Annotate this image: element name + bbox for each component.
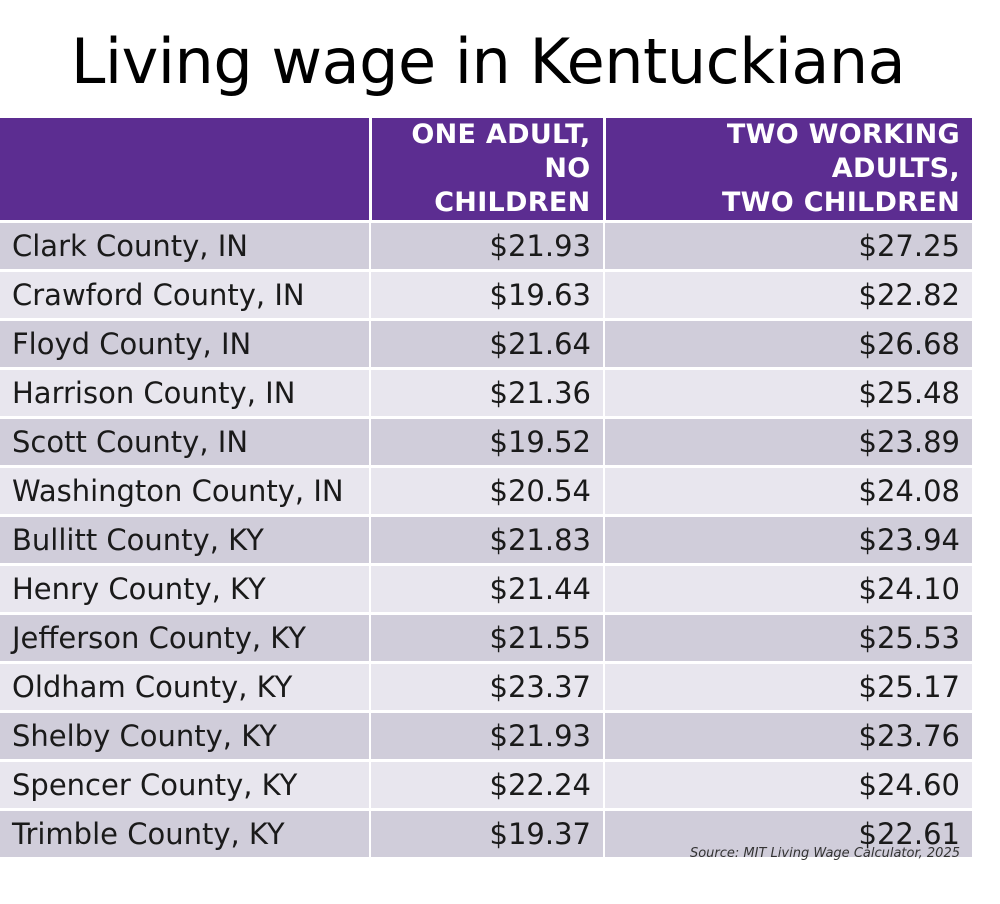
table-row: Washington County, IN $20.54 $24.08 [0,466,972,517]
table-row: Oldham County, KY $23.37 $25.17 [0,662,972,713]
one-adult-wage-cell: $23.37 [370,662,605,713]
two-adults-wage-cell: $24.10 [604,564,972,615]
table-row: Henry County, KY $21.44 $24.10 [0,564,972,615]
table-row: Harrison County, IN $21.36 $25.48 [0,368,972,419]
one-adult-wage-cell: $21.64 [370,319,605,370]
one-adult-wage-cell: $19.63 [370,270,605,321]
header-two-adults-line-1: TWO WORKING ADULTS, [726,119,960,184]
county-cell: Floyd County, IN [0,319,371,370]
table-row: Jefferson County, KY $21.55 $25.53 [0,613,972,664]
one-adult-wage-cell: $20.54 [370,466,605,517]
two-adults-wage-cell: $22.82 [604,270,972,321]
table-row: Bullitt County, KY $21.83 $23.94 [0,515,972,566]
header-two-adults: TWO WORKING ADULTS, TWO CHILDREN [604,118,972,223]
one-adult-wage-cell: $22.24 [370,760,605,811]
two-adults-wage-cell: $22.61 [604,809,972,860]
two-adults-wage-cell: $25.17 [604,662,972,713]
county-cell: Jefferson County, KY [0,613,371,664]
two-adults-wage-cell: $26.68 [604,319,972,370]
county-cell: Shelby County, KY [0,711,371,762]
table-row: Scott County, IN $19.52 $23.89 [0,417,972,468]
one-adult-wage-cell: $21.36 [370,368,605,419]
two-adults-wage-cell: $24.60 [604,760,972,811]
one-adult-wage-cell: $21.93 [370,221,605,272]
two-adults-wage-cell: $23.76 [604,711,972,762]
one-adult-wage-cell: $19.52 [370,417,605,468]
two-adults-wage-cell: $27.25 [604,221,972,272]
one-adult-wage-cell: $21.83 [370,515,605,566]
two-adults-wage-cell: $23.94 [604,515,972,566]
table-row: Crawford County, IN $19.63 $22.82 [0,270,972,321]
table-row: Spencer County, KY $22.24 $24.60 [0,760,972,811]
two-adults-wage-cell: $23.89 [604,417,972,468]
source-note: Source: MIT Living Wage Calculator, 2025 [689,846,960,861]
table-body: Clark County, IN $21.93 $27.25 Crawford Cou… [0,221,972,860]
one-adult-wage-cell: $21.44 [370,564,605,615]
county-cell: Trimble County, KY [0,809,371,860]
table-row: Trimble County, KY $19.37 $22.61 [0,809,972,860]
header-county [0,118,372,223]
page-title: Living wage in Kentuckiana [70,25,906,98]
living-wage-table: ONE ADULT, NO CHILDREN TWO WORKING ADULT… [0,118,972,860]
county-cell: Washington County, IN [0,466,371,517]
two-adults-wage-cell: $25.53 [604,613,972,664]
header-one-adult-line-1: ONE ADULT, [411,119,591,150]
one-adult-wage-cell: $19.37 [370,809,605,860]
two-adults-wage-cell: $25.48 [604,368,972,419]
table-row: Floyd County, IN $21.64 $26.68 [0,319,972,370]
county-cell: Clark County, IN [0,221,371,272]
header-one-adult-line-2: NO CHILDREN [434,153,591,218]
table-row: Clark County, IN $21.93 $27.25 [0,221,972,272]
one-adult-wage-cell: $21.55 [370,613,605,664]
county-cell: Henry County, KY [0,564,371,615]
county-cell: Scott County, IN [0,417,371,468]
header-two-adults-line-2: TWO CHILDREN [721,187,960,218]
one-adult-wage-cell: $21.93 [370,711,605,762]
header-row: ONE ADULT, NO CHILDREN TWO WORKING ADULT… [0,118,972,223]
county-cell: Crawford County, IN [0,270,371,321]
county-cell: Oldham County, KY [0,662,371,713]
county-cell: Spencer County, KY [0,760,371,811]
header-one-adult: ONE ADULT, NO CHILDREN [370,118,606,223]
two-adults-wage-cell: $24.08 [604,466,972,517]
county-cell: Harrison County, IN [0,368,371,419]
county-cell: Bullitt County, KY [0,515,371,566]
table-row: Shelby County, KY $21.93 $23.76 [0,711,972,762]
